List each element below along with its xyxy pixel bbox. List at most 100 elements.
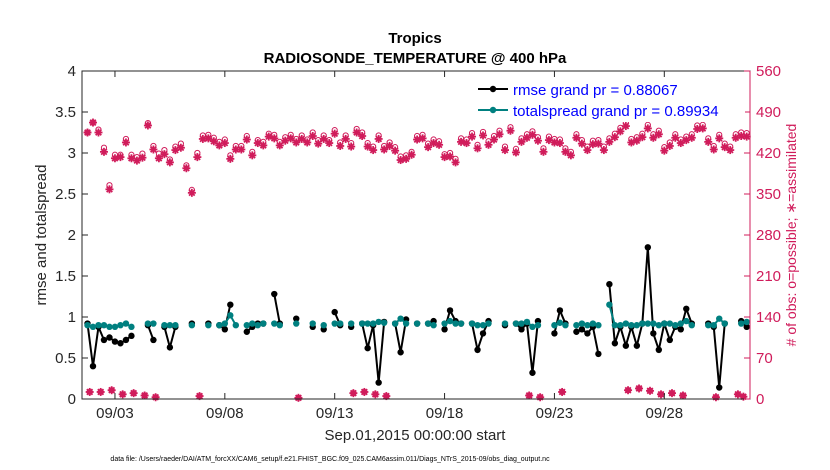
y-right-tick-label: 140	[756, 309, 781, 326]
rmse-point	[397, 349, 404, 356]
totalspread-point	[468, 320, 476, 327]
totalspread-point	[716, 315, 723, 322]
totalspread-point	[710, 322, 717, 329]
obs-assimilated-point-low	[294, 393, 303, 402]
totalspread-point	[402, 320, 410, 327]
totalspread-point	[721, 320, 728, 327]
rmse-point	[683, 305, 690, 312]
legend-spread-label: totalspread grand pr = 0.89934	[513, 103, 719, 120]
totalspread-point	[380, 319, 388, 326]
totalspread-point	[611, 322, 619, 329]
totalspread-point	[485, 320, 492, 327]
obs-assimilated-point-low	[635, 384, 644, 393]
x-tick-label: 09/18	[426, 405, 464, 422]
obs-assimilated-point	[303, 138, 312, 147]
obs-assimilated-point	[347, 142, 356, 151]
rmse-point	[474, 346, 481, 353]
obs-assimilated-point	[374, 134, 383, 143]
totalspread-point	[309, 320, 316, 327]
obs-assimilated-point	[643, 124, 652, 133]
obs-assimilated-point	[237, 145, 246, 154]
obs-assimilated-point	[490, 135, 499, 144]
obs-assimilated-point	[220, 139, 229, 148]
obs-assimilated-point-low	[678, 391, 687, 400]
y-right-tick-label: 560	[756, 63, 781, 80]
totalspread-point	[254, 322, 261, 329]
obs-assimilated-point	[698, 124, 707, 133]
obs-assimilated-point	[94, 128, 103, 137]
obs-assimilated-point	[506, 126, 515, 135]
totalspread-point	[375, 318, 382, 326]
rmse-point	[128, 332, 135, 340]
totalspread-point	[188, 322, 196, 329]
totalspread-point	[128, 323, 135, 331]
rmse-point	[441, 326, 448, 333]
obs-assimilated-point	[88, 118, 97, 127]
rmse-line	[361, 321, 386, 383]
totalspread-point	[672, 322, 679, 329]
rmse-point	[150, 336, 157, 344]
obs-assimilated-point	[522, 133, 531, 142]
y-tick-label: 2	[68, 227, 76, 244]
x-tick-label: 09/03	[96, 405, 134, 422]
obs-assimilated-point-low	[525, 391, 534, 400]
obs-assimilated-point-low	[711, 393, 720, 402]
obs-assimilated-point	[248, 151, 257, 160]
rmse-point	[364, 344, 371, 352]
obs-assimilated-point	[435, 140, 444, 149]
rmse-point	[106, 334, 113, 341]
obs-assimilated-point	[533, 136, 542, 145]
obs-assimilated-point	[308, 132, 317, 141]
obs-assimilated-point	[336, 141, 345, 150]
totalspread-point	[562, 322, 569, 329]
rmse-point	[227, 301, 234, 308]
legend-rmse-marker	[489, 85, 497, 93]
rmse-line	[471, 320, 490, 354]
obs-assimilated-point	[577, 139, 586, 148]
totalspread-point	[249, 320, 256, 327]
obs-assimilated-point	[572, 133, 581, 142]
obs-assimilated-point	[742, 132, 751, 141]
totalspread-point	[100, 322, 108, 329]
obs-assimilated-point-low	[118, 390, 127, 399]
totalspread-point	[271, 320, 278, 327]
obs-assimilated-point	[583, 146, 592, 155]
footer-datafile: data file: /Users/raeder/DAI/ATM_forcXX/…	[110, 456, 550, 463]
obs-assimilated-point	[594, 139, 603, 148]
y-right-tick-label: 350	[756, 186, 781, 203]
totalspread-point	[622, 320, 630, 327]
rmse-point	[221, 326, 229, 333]
rmse-point	[622, 342, 630, 349]
totalspread-point	[584, 322, 591, 329]
totalspread-point	[644, 320, 652, 327]
axes-layer: 09/03 09/08 09/13 09/18 09/23 09/28 0 0.5 1 1.5 2 2…	[55, 63, 781, 422]
totalspread-point	[117, 322, 124, 329]
obs-assimilated-point	[479, 131, 488, 140]
obs-assimilated-point	[599, 146, 608, 155]
totalspread-point	[232, 322, 240, 329]
obs-assimilated-point	[446, 152, 455, 161]
totalspread-point	[161, 322, 168, 329]
obs-assimilated-point-low	[151, 393, 160, 402]
obs-assimilated-point-low	[624, 386, 633, 395]
totalspread-point	[650, 320, 657, 327]
rmse-point	[271, 290, 278, 298]
rmse-point	[650, 330, 657, 337]
totalspread-point	[243, 322, 251, 329]
rmse-point	[331, 308, 338, 316]
obs-assimilated-point	[154, 154, 163, 163]
obs-assimilated-point	[462, 139, 471, 148]
totalspread-point	[424, 320, 432, 327]
totalspread-point	[661, 320, 668, 327]
totalspread-point	[122, 320, 130, 327]
y-tick-label: 0.5	[55, 350, 76, 367]
obs-assimilated-point	[495, 130, 504, 139]
obs-assimilated-point	[511, 148, 520, 157]
totalspread-point	[512, 320, 520, 327]
y-right-tick-label: 280	[756, 227, 781, 244]
obs-assimilated-point-low	[371, 390, 380, 399]
obs-assimilated-point	[116, 153, 125, 162]
obs-assimilated-point-low	[558, 387, 567, 396]
obs-assimilated-point	[610, 133, 619, 142]
obs-assimilated-point	[363, 142, 372, 151]
